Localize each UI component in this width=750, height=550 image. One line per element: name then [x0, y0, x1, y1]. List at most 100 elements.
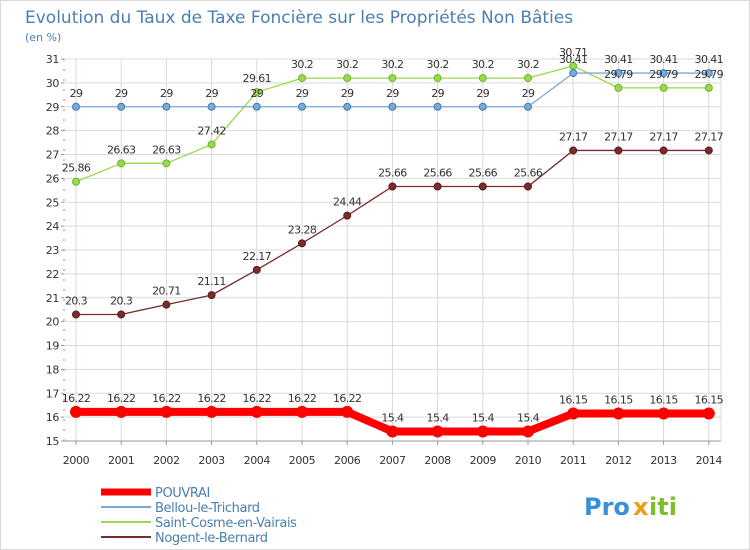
data-point	[476, 425, 489, 438]
data-point	[162, 102, 171, 111]
data-label: 15.4	[472, 411, 495, 424]
data-label: 16.15	[649, 394, 678, 407]
data-label: 24.44	[333, 196, 362, 209]
y-axis-ticks: 15 16 17 18 19 20 21 22 23 24 25 26 27 28 29 30 31	[46, 53, 60, 448]
data-label: 29	[522, 87, 535, 100]
data-point	[70, 405, 82, 418]
x-tick-label: 2002	[153, 454, 179, 467]
data-point	[117, 159, 126, 168]
data-point	[478, 182, 487, 191]
x-tick-label: 2003	[198, 454, 225, 467]
y-tick-label: 24	[46, 220, 60, 233]
x-tick-label: 2011	[560, 454, 586, 467]
data-label: 25.86	[62, 162, 91, 175]
legend-label: Nogent-le-Bernard	[155, 531, 268, 546]
legend: POUVRAIBellou-le-TrichardSaint-Cosme-en-…	[101, 486, 298, 546]
data-label: 25.66	[378, 166, 407, 179]
data-label: 30.2	[381, 58, 403, 71]
data-label: 30.2	[517, 58, 539, 71]
data-point	[386, 425, 399, 438]
data-label: 30.2	[472, 58, 494, 71]
data-label: 15.4	[517, 411, 540, 424]
data-label: 16.22	[288, 392, 317, 405]
logo-text-iti: iti	[649, 493, 677, 521]
data-point	[522, 425, 534, 438]
data-label: 30.2	[427, 58, 449, 71]
data-label: 16.15	[695, 394, 724, 407]
data-label: 29.79	[695, 68, 724, 81]
data-label: 30.41	[695, 53, 724, 66]
axes	[61, 58, 722, 445]
x-tick-label: 2014	[696, 454, 723, 467]
data-point	[478, 102, 487, 111]
data-label: 25.66	[469, 166, 498, 179]
proxiti-logo: Pro x iti	[584, 493, 677, 521]
data-label: 29	[70, 87, 83, 100]
data-label: 27.17	[649, 130, 678, 143]
data-label: 16.22	[62, 392, 91, 405]
data-point	[524, 102, 532, 111]
x-tick-label: 2010	[515, 454, 542, 467]
data-point	[341, 405, 354, 418]
data-point	[117, 102, 126, 111]
data-point	[433, 182, 442, 191]
data-point	[205, 405, 218, 418]
data-label: 29	[476, 87, 489, 100]
data-point	[343, 211, 352, 220]
data-point	[207, 291, 216, 300]
y-tick-label: 18	[46, 363, 60, 376]
data-point	[388, 74, 397, 83]
y-tick-label: 22	[46, 268, 59, 281]
data-label: 16.15	[559, 394, 588, 407]
y-tick-label: 26	[46, 172, 60, 185]
data-point	[343, 74, 352, 83]
legend-label: Saint-Cosme-en-Vairais	[155, 516, 297, 531]
y-tick-label: 17	[46, 387, 60, 400]
data-point	[702, 407, 715, 420]
data-point	[298, 239, 306, 248]
data-label: 29	[296, 87, 309, 100]
y-axis-unit-label: (en %)	[25, 31, 61, 44]
x-tick-label: 2009	[470, 454, 497, 467]
logo-text-pro: Pro	[584, 493, 630, 521]
data-label: 16.22	[152, 392, 181, 405]
data-point	[72, 177, 80, 186]
x-tick-label: 2001	[108, 454, 134, 467]
data-point	[388, 182, 397, 191]
data-label: 20.71	[152, 285, 181, 298]
data-point	[659, 146, 668, 155]
legend-label: POUVRAI	[155, 486, 210, 501]
data-point	[704, 83, 713, 92]
y-tick-label: 30	[46, 77, 60, 90]
chart-title: Evolution du Taux de Taxe Foncière sur l…	[25, 8, 573, 28]
data-label: 29	[115, 87, 128, 100]
data-label: 26.63	[152, 143, 181, 156]
data-label: 15.4	[381, 411, 404, 424]
data-point	[433, 74, 442, 83]
x-tick-label: 2008	[424, 454, 451, 467]
y-tick-label: 19	[46, 340, 60, 353]
data-point	[657, 407, 670, 420]
data-label: 30.41	[604, 53, 633, 66]
y-tick-label: 28	[46, 125, 60, 138]
data-label: 27.17	[604, 130, 633, 143]
data-label: 29.61	[243, 72, 272, 85]
gridlines	[64, 58, 721, 442]
y-tick-label: 23	[46, 244, 60, 257]
data-point	[614, 146, 623, 155]
y-tick-label: 20	[46, 316, 60, 329]
data-label: 16.15	[604, 394, 633, 407]
data-label: 15.4	[427, 411, 450, 424]
data-label: 29	[431, 87, 444, 100]
x-tick-label: 2007	[379, 454, 406, 467]
y-tick-label: 15	[46, 435, 60, 448]
data-label: 16.22	[243, 392, 272, 405]
data-point	[431, 425, 444, 438]
data-label: 29	[160, 87, 173, 100]
data-label: 29	[205, 87, 218, 100]
data-label: 30.41	[649, 53, 678, 66]
data-label: 27.17	[695, 130, 724, 143]
data-label: 29	[341, 87, 354, 100]
data-label: 30.2	[336, 58, 358, 71]
